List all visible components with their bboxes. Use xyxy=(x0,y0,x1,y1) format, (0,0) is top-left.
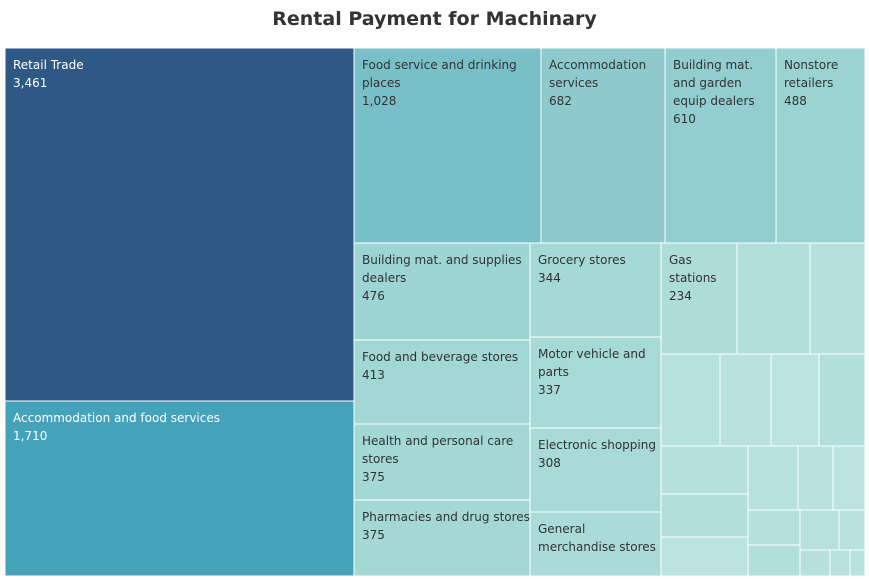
tile-label: Motor vehicle and parts xyxy=(538,347,646,379)
tile-value: 610 xyxy=(673,112,696,126)
treemap-tile-small[interactable] xyxy=(770,353,820,447)
treemap-tile-small[interactable] xyxy=(799,549,831,577)
tile-value: 488 xyxy=(784,94,807,108)
tile-value: 3,461 xyxy=(13,76,47,90)
tile-value: 234 xyxy=(669,289,692,303)
tile-label: General merchandise stores xyxy=(538,522,656,554)
treemap-tile-small[interactable] xyxy=(838,509,866,551)
tile-label: Retail Trade xyxy=(13,58,84,72)
tile-value: 1,028 xyxy=(362,94,396,108)
tile-label: Grocery stores xyxy=(538,253,626,267)
tile-value: 413 xyxy=(362,368,385,382)
tile-value: 476 xyxy=(362,289,385,303)
treemap-tile-small[interactable] xyxy=(809,242,866,355)
treemap-tile[interactable] xyxy=(353,423,531,501)
tile-label: Nonstore retailers xyxy=(784,58,838,90)
treemap-tile-small[interactable] xyxy=(818,353,866,447)
treemap-tile-small[interactable] xyxy=(736,242,811,355)
tile-label: Accommodation and food services xyxy=(13,411,220,425)
tile-label: Health and personal care stores xyxy=(362,434,513,466)
treemap-tile-small[interactable] xyxy=(849,549,866,577)
treemap-tile[interactable] xyxy=(775,47,866,244)
treemap-tile[interactable] xyxy=(660,242,738,355)
treemap-tile-small[interactable] xyxy=(747,445,799,511)
treemap-tile[interactable] xyxy=(529,336,662,429)
treemap-tile-small[interactable] xyxy=(747,509,801,546)
treemap-tile[interactable] xyxy=(353,499,531,577)
tile-value: 308 xyxy=(538,456,561,470)
tile-label: Accommodation services xyxy=(549,58,646,90)
treemap-tile-small[interactable] xyxy=(660,353,721,447)
treemap-tile[interactable] xyxy=(664,47,777,244)
treemap-tile-small[interactable] xyxy=(660,536,749,577)
treemap-tile-small[interactable] xyxy=(660,493,749,538)
treemap-tile[interactable] xyxy=(529,427,662,513)
treemap-tile-small[interactable] xyxy=(829,549,851,577)
tile-label: Food and beverage stores xyxy=(362,350,518,364)
treemap-tile-small[interactable] xyxy=(747,544,801,577)
tile-value: 682 xyxy=(549,94,572,108)
treemap-tile-small[interactable] xyxy=(660,445,749,495)
treemap-tile[interactable] xyxy=(540,47,666,244)
tile-label: Gas stations xyxy=(669,253,717,285)
tile-value: 1,710 xyxy=(13,429,47,443)
treemap-tile[interactable] xyxy=(353,339,531,425)
tile-value: 375 xyxy=(362,470,385,484)
chart-title: Rental Payment for Machinary xyxy=(272,8,597,30)
treemap-tile[interactable] xyxy=(353,242,531,341)
treemap-tile-small[interactable] xyxy=(832,445,866,511)
treemap-tile[interactable] xyxy=(529,511,662,577)
treemap-tile-small[interactable] xyxy=(719,353,772,447)
tile-label: Electronic shopping xyxy=(538,438,656,452)
treemap-tile[interactable] xyxy=(529,242,662,338)
tile-label: Building mat. and supplies dealers xyxy=(362,253,522,285)
treemap-tile[interactable] xyxy=(4,47,355,402)
tile-value: 375 xyxy=(362,528,385,542)
tile-value: 344 xyxy=(538,271,561,285)
treemap-tile[interactable] xyxy=(4,400,355,577)
treemap-tile-small[interactable] xyxy=(799,509,840,551)
treemap-tile-small[interactable] xyxy=(797,445,834,511)
tile-value: 337 xyxy=(538,383,561,397)
tile-label: Food service and drinking places xyxy=(362,58,517,90)
tile-label: Pharmacies and drug stores xyxy=(362,510,530,524)
tile-label: Building mat. and garden equip dealers xyxy=(673,58,755,108)
